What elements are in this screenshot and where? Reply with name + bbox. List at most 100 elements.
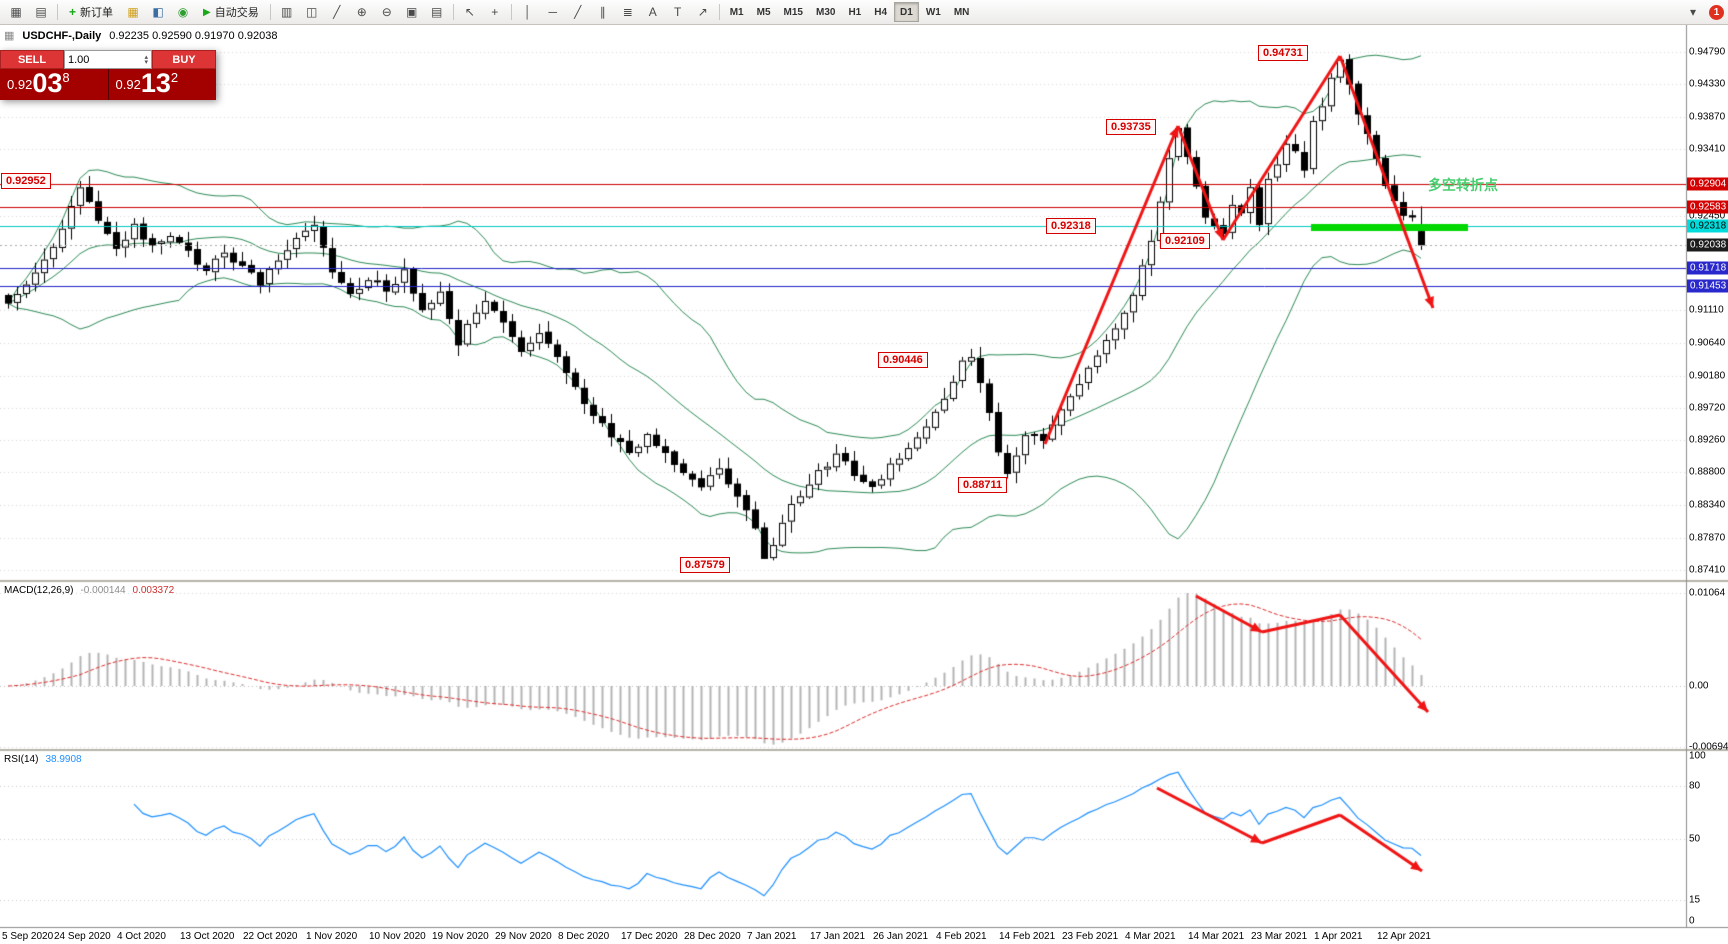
notification-badge[interactable]: 1: [1709, 4, 1724, 20]
market-watch-icon[interactable]: ◧: [152, 5, 164, 19]
arrows-icon[interactable]: ↗: [697, 5, 708, 19]
timeframe-h4[interactable]: H4: [868, 2, 893, 22]
cursor-icon[interactable]: ↖: [464, 5, 475, 19]
date-label: 17 Dec 2020: [621, 931, 678, 942]
macd-axis-label: 0.00: [1689, 680, 1709, 692]
timeframe-mn[interactable]: MN: [948, 2, 976, 22]
symbol-period-label: USDCHF-,Daily: [22, 29, 102, 42]
date-label: 5 Sep 2020: [2, 931, 54, 942]
volume-spinner[interactable]: ▴ ▾: [144, 53, 148, 66]
line-chart-icon[interactable]: ╱: [333, 5, 341, 19]
price-annotation[interactable]: 0.90446: [878, 352, 928, 368]
timeframe-w1[interactable]: W1: [920, 2, 947, 22]
text-label-icon[interactable]: T: [674, 5, 682, 19]
rsi-axis-label: 80: [1689, 780, 1701, 792]
trade-prices-row: 0.92 03 8 0.92 13 2: [0, 69, 216, 100]
price-axis-label: 0.92450: [1689, 210, 1726, 222]
tile-windows-icon[interactable]: ▣: [406, 5, 418, 19]
macd-label-row: MACD(12,26,9) -0.000144 0.003372: [4, 585, 174, 596]
auto-trading-button[interactable]: ▶ 自动交易: [196, 2, 266, 22]
date-label: 13 Oct 2020: [180, 931, 235, 942]
volume-value[interactable]: 1.00: [68, 53, 90, 66]
date-label: 1 Apr 2021: [1314, 931, 1363, 942]
price-annotation[interactable]: 0.93735: [1106, 119, 1156, 135]
buy-button[interactable]: BUY: [152, 50, 216, 69]
price-annotation[interactable]: 0.88711: [958, 477, 1008, 493]
ask-price[interactable]: 0.92 13 2: [108, 68, 216, 100]
toolbar-separator: [718, 4, 720, 20]
trendline-icon[interactable]: ╱: [574, 5, 582, 19]
new-order-label: 新订单: [80, 7, 114, 19]
price-badge: 0.92038: [1687, 238, 1728, 252]
fibonacci-icon[interactable]: ≣: [622, 5, 633, 19]
ask-big-digits: 13: [140, 68, 171, 98]
macd-label: MACD(12,26,9): [4, 585, 74, 596]
price-annotation[interactable]: 0.94731: [1258, 45, 1308, 61]
auto-trading-label: 自动交易: [214, 7, 259, 19]
candlestick-chart-icon[interactable]: ◫: [306, 5, 318, 19]
price-badge: 0.92318: [1687, 219, 1728, 232]
sell-button[interactable]: SELL: [0, 50, 64, 69]
macd-axis-label: -0.00694: [1689, 741, 1728, 753]
price-annotation[interactable]: 0.92318: [1046, 218, 1096, 234]
navigator-icon[interactable]: ◉: [177, 5, 189, 19]
toolbar: ▦ ▤ + 新订单 ▦ ◧ ◉ ▶ 自动交易 ▥ ◫ ╱ ⊕ ⊖ ▣ ▤ ↖ +…: [0, 0, 1728, 25]
toolbar-right-group: ▾ 1: [1681, 1, 1724, 23]
indicators-icon[interactable]: ▦: [127, 5, 139, 19]
rsi-label-row: RSI(14) 38.9908: [4, 754, 82, 765]
profiles-icon[interactable]: ▤: [35, 5, 47, 19]
date-label: 12 Apr 2021: [1377, 931, 1431, 942]
timeframe-m30[interactable]: M30: [810, 2, 841, 22]
price-badge: 0.92583: [1687, 200, 1728, 214]
timeframe-m5[interactable]: M5: [751, 2, 777, 22]
price-annotation[interactable]: 0.92109: [1160, 233, 1210, 249]
horizontal-line-icon[interactable]: ─: [548, 5, 557, 19]
rsi-axis-label: 100: [1689, 750, 1706, 762]
volume-down-icon[interactable]: ▾: [144, 58, 148, 66]
price-annotation[interactable]: 0.87579: [680, 557, 730, 573]
date-label: 26 Jan 2021: [873, 931, 929, 942]
date-label: 4 Oct 2020: [117, 931, 166, 942]
date-label: 8 Dec 2020: [558, 931, 610, 942]
bar-chart-icon[interactable]: ▥: [281, 5, 293, 19]
date-label: 7 Jan 2021: [747, 931, 797, 942]
price-badge: 0.91453: [1687, 279, 1728, 293]
new-order-button[interactable]: + 新订单: [62, 2, 120, 22]
plus-icon: +: [69, 5, 77, 19]
price-axis-label: 0.88340: [1689, 499, 1726, 511]
volume-field[interactable]: 1.00 ▴ ▾: [64, 50, 152, 69]
price-annotation[interactable]: 0.92952: [1, 173, 51, 189]
price-axis-label: 0.89260: [1689, 434, 1726, 446]
bid-big-digits: 03: [32, 68, 63, 98]
channel-icon[interactable]: ∥: [599, 5, 606, 19]
date-label: 14 Mar 2021: [1188, 931, 1245, 942]
date-label: 10 Nov 2020: [369, 931, 426, 942]
new-chart-icon[interactable]: ▦: [10, 5, 22, 19]
macd-signal-value: 0.003372: [132, 585, 175, 596]
timeframe-m1[interactable]: M1: [724, 2, 750, 22]
crosshair-icon[interactable]: +: [491, 5, 499, 19]
timeframe-d1[interactable]: D1: [894, 2, 919, 22]
date-label: 23 Mar 2021: [1251, 931, 1308, 942]
volume-up-icon[interactable]: ▴: [144, 53, 148, 61]
turning-point-label[interactable]: 多空转折点: [1428, 177, 1498, 193]
toolbar-overflow-icon[interactable]: ▾: [1689, 5, 1697, 19]
zoom-out-icon[interactable]: ⊖: [381, 5, 392, 19]
price-badge: 0.91718: [1687, 261, 1728, 275]
ask-prefix: 0.92: [115, 76, 141, 92]
date-label: 24 Sep 2020: [54, 931, 111, 942]
bid-price[interactable]: 0.92 03 8: [0, 69, 108, 100]
date-label: 28 Dec 2020: [684, 931, 741, 942]
trade-controls-row: SELL 1.00 ▴ ▾ BUY: [0, 50, 216, 69]
ask-pip-digit: 2: [170, 69, 179, 85]
zoom-in-icon[interactable]: ⊕: [356, 5, 367, 19]
timeframe-m15[interactable]: M15: [778, 2, 809, 22]
date-label: 4 Feb 2021: [936, 931, 987, 942]
vertical-line-icon[interactable]: │: [523, 5, 532, 19]
text-icon[interactable]: A: [648, 5, 657, 19]
timeframe-h1[interactable]: H1: [842, 2, 867, 22]
arrange-windows-icon[interactable]: ▤: [431, 5, 443, 19]
toolbar-separator: [452, 4, 454, 20]
rsi-axis-label: 50: [1689, 833, 1701, 844]
